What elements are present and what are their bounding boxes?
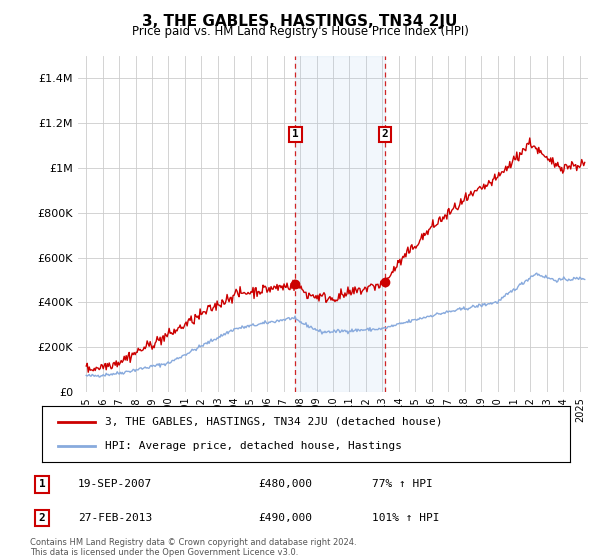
Text: 3, THE GABLES, HASTINGS, TN34 2JU (detached house): 3, THE GABLES, HASTINGS, TN34 2JU (detac… [106, 417, 443, 427]
Text: 101% ↑ HPI: 101% ↑ HPI [372, 513, 439, 523]
Text: 77% ↑ HPI: 77% ↑ HPI [372, 479, 433, 489]
Text: 2: 2 [382, 129, 388, 139]
Text: 1: 1 [38, 479, 46, 489]
Text: Price paid vs. HM Land Registry's House Price Index (HPI): Price paid vs. HM Land Registry's House … [131, 25, 469, 38]
Text: Contains HM Land Registry data © Crown copyright and database right 2024.
This d: Contains HM Land Registry data © Crown c… [30, 538, 356, 557]
Text: 3, THE GABLES, HASTINGS, TN34 2JU: 3, THE GABLES, HASTINGS, TN34 2JU [142, 14, 458, 29]
Text: 1: 1 [292, 129, 299, 139]
Text: 27-FEB-2013: 27-FEB-2013 [78, 513, 152, 523]
Bar [295, 56, 385, 392]
Text: 19-SEP-2007: 19-SEP-2007 [78, 479, 152, 489]
Text: £490,000: £490,000 [258, 513, 312, 523]
Text: £480,000: £480,000 [258, 479, 312, 489]
Text: 2: 2 [38, 513, 46, 523]
Text: HPI: Average price, detached house, Hastings: HPI: Average price, detached house, Hast… [106, 441, 403, 451]
